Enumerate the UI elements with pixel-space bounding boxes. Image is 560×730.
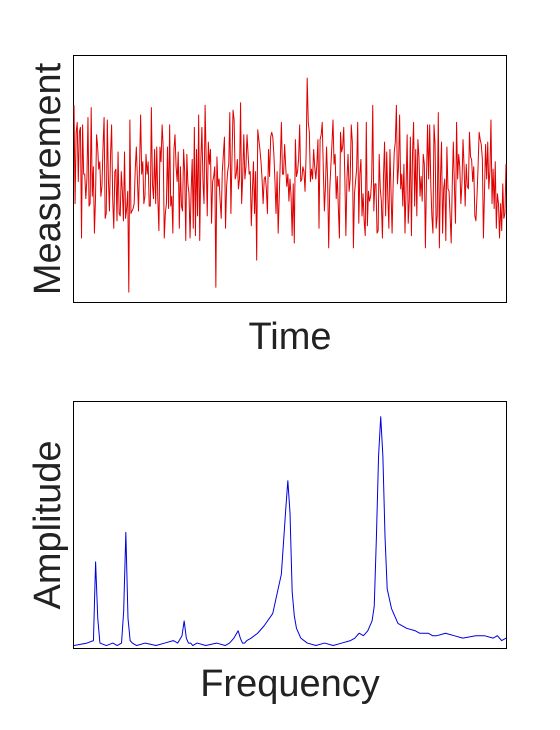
spectrum-plot-area (73, 416, 507, 647)
measurement-series-line (73, 77, 507, 293)
time-series-x-axis-label: Time (248, 316, 331, 358)
time-series-y-axis-label: Measurement (27, 62, 69, 295)
spectrum-x-axis-label: Frequency (200, 663, 380, 705)
spectrum-panel: Frequency Amplitude (27, 401, 507, 705)
time-series-plot-frame (73, 55, 507, 303)
time-series-plot-area (73, 77, 507, 293)
time-series-panel: Time Measurement (27, 55, 507, 358)
spectrum-y-axis-label: Amplitude (27, 441, 69, 610)
amplitude-series-line (73, 416, 507, 647)
spectrum-plot-frame (73, 401, 507, 649)
